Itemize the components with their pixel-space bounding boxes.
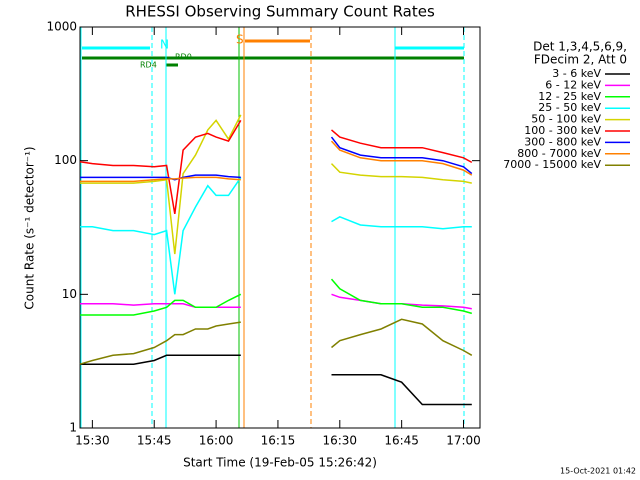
x-tick-label: 16:30 <box>322 434 357 448</box>
series-line <box>80 140 473 183</box>
series-line <box>80 136 473 181</box>
x-tick-label: 16:15 <box>261 434 296 448</box>
legend-label: 800 - 7000 keV <box>517 147 601 160</box>
legend-label: 100 - 300 keV <box>524 124 601 137</box>
legend-label: 300 - 800 keV <box>524 135 601 148</box>
annotation: N <box>160 38 169 52</box>
legend-label: 7000 - 15000 keV <box>503 158 601 171</box>
legend-label: 50 - 100 keV <box>531 113 601 126</box>
legend-label: 3 - 6 keV <box>552 67 601 80</box>
y-tick-label: 10 <box>62 287 77 301</box>
series-line <box>79 120 473 215</box>
series-line <box>80 176 472 295</box>
y-tick-label: 1000 <box>46 20 77 34</box>
x-tick-label: 16:00 <box>199 434 234 448</box>
legend-label: 12 - 25 keV <box>538 90 601 103</box>
x-tick-label: 17:00 <box>446 434 481 448</box>
x-tick-label: 16:45 <box>384 434 419 448</box>
annotation: RD0 <box>175 53 192 62</box>
x-tick-label: 15:30 <box>75 434 110 448</box>
series-line <box>79 318 473 365</box>
timestamp: 15-Oct-2021 01:42 <box>560 467 636 476</box>
y-tick-label: 1 <box>69 421 77 435</box>
series-line <box>80 354 472 406</box>
legend-label: 6 - 12 keV <box>545 78 601 91</box>
x-axis-label: Start Time (19-Feb-05 15:26:42) <box>183 456 377 470</box>
x-tick-label: 15:45 <box>137 434 172 448</box>
series-line <box>80 293 472 310</box>
legend-title: FDecim 2, Att 0 <box>534 53 627 67</box>
annotation: RD4 <box>140 61 157 70</box>
series-line <box>80 278 473 316</box>
y-axis-label: Count Rate (s⁻¹ detector⁻¹) <box>23 146 37 309</box>
series-line <box>80 114 472 255</box>
chart-title: RHESSI Observing Summary Count Rates <box>125 3 435 21</box>
legend-title: Det 1,3,4,5,6,9, <box>533 40 627 54</box>
annotation: S <box>236 33 244 47</box>
y-tick-label: 100 <box>54 153 77 167</box>
legend-label: 25 - 50 keV <box>538 101 601 114</box>
